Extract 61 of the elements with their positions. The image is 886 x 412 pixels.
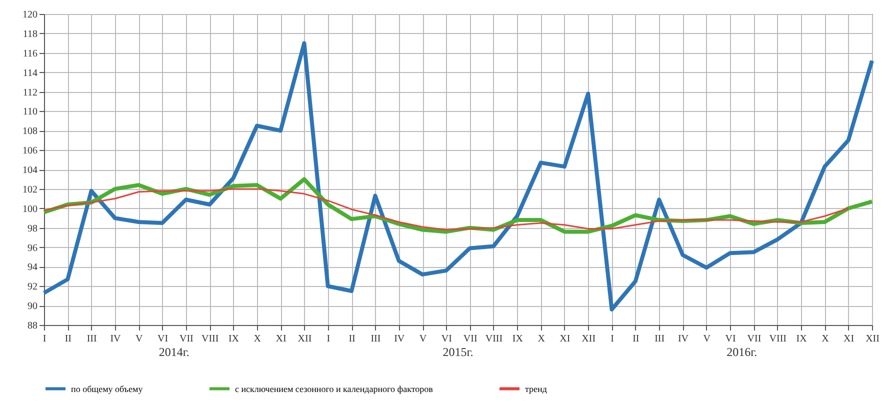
x-tick-label: VII <box>463 334 478 344</box>
x-tick-label: VIII <box>201 334 219 344</box>
y-tick-label: 114 <box>22 68 38 79</box>
y-tick-label: 112 <box>22 87 38 98</box>
x-tick-label: V <box>419 334 428 344</box>
y-tick-label: 88 <box>28 320 38 332</box>
y-tick-label: 100 <box>22 204 38 215</box>
y-tick-label: 92 <box>28 282 38 293</box>
x-tick-label: III <box>370 334 381 344</box>
x-tick-label: I <box>42 334 46 344</box>
legend-label: тренд <box>525 384 548 394</box>
x-tick-label: I <box>326 334 330 344</box>
line-series <box>43 188 850 231</box>
x-tick-label: XII <box>866 334 880 344</box>
y-tick-label: 120 <box>22 10 38 20</box>
legend-label: по общему объему <box>71 384 144 394</box>
x-tick-label: III <box>86 334 97 344</box>
x-tick-label: VIII <box>485 334 503 344</box>
line-series <box>42 41 874 312</box>
x-tick-label: VII <box>180 334 194 344</box>
legend-label: с исключением сезонного и календарного факторов <box>235 384 433 394</box>
x-tick-label: VIII <box>769 334 786 344</box>
x-tick-label: V <box>136 334 144 344</box>
x-tick-label: II <box>348 334 356 344</box>
y-tick-label: 106 <box>22 146 38 157</box>
x-tick-label: X <box>538 334 546 344</box>
text: 2014г. <box>158 345 190 359</box>
text: 2016г. <box>726 345 758 359</box>
x-tick-label: IV <box>678 334 690 344</box>
y-tick-label: 98 <box>28 223 38 234</box>
y-tick-label: 96 <box>28 242 38 254</box>
x-tick-label: IV <box>110 334 122 344</box>
x-tick-label: XI <box>844 334 854 344</box>
x-tick-label: IX <box>796 334 808 344</box>
x-tick-label: VI <box>441 334 452 344</box>
x-tick-label: IV <box>394 334 406 344</box>
y-tick-label: 116 <box>22 48 38 60</box>
x-tick-label: X <box>254 334 262 344</box>
x-tick-label: III <box>654 334 665 344</box>
x-tick-label: XII <box>298 334 312 344</box>
y-tick-label: 108 <box>22 126 38 138</box>
x-tick-label: II <box>632 334 640 344</box>
x-tick-label: VI <box>725 334 736 344</box>
y-tick-label: 110 <box>22 106 38 118</box>
x-tick-label: IX <box>512 334 524 344</box>
y-tick-label: 104 <box>22 165 38 176</box>
y-tick-label: 90 <box>28 301 38 312</box>
x-tick-label: IX <box>228 334 240 344</box>
x-tick-label: XI <box>560 334 570 344</box>
x-tick-label: II <box>64 334 72 344</box>
x-tick-label: I <box>610 334 614 344</box>
x-tick-label: XI <box>276 334 286 344</box>
x-tick-label: V <box>703 334 712 344</box>
y-tick-label: 94 <box>28 262 38 274</box>
x-tick-label: XII <box>582 334 596 344</box>
x-tick-label: VII <box>747 334 762 344</box>
y-tick-label: 118 <box>22 28 38 40</box>
x-tick-label: VI <box>158 334 168 344</box>
x-tick-label: X <box>822 334 830 344</box>
y-tick-label: 102 <box>22 184 38 196</box>
text: 2015г. <box>442 345 474 359</box>
